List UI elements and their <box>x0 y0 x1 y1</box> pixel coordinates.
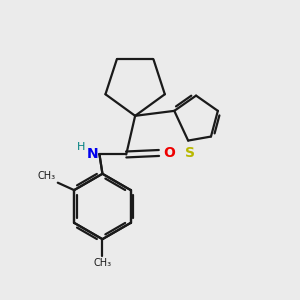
Text: S: S <box>184 146 195 160</box>
Text: H: H <box>77 142 85 152</box>
Text: O: O <box>163 146 175 160</box>
Text: CH₃: CH₃ <box>37 171 56 181</box>
Text: CH₃: CH₃ <box>93 258 112 268</box>
Text: N: N <box>86 148 98 161</box>
